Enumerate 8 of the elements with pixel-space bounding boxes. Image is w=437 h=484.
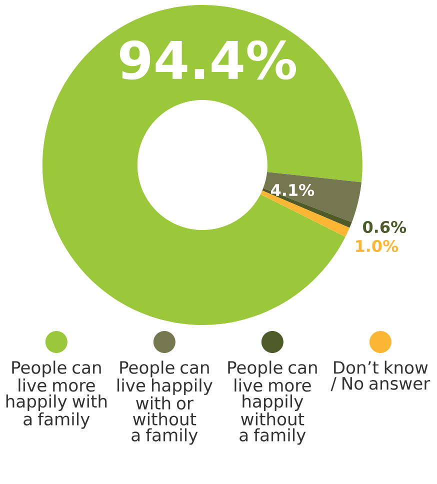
legend-label: Don’t know / No answer bbox=[330, 360, 430, 392]
data-label: 1.0% bbox=[356, 240, 398, 252]
data-label: 0.6% bbox=[363, 220, 406, 234]
legend-label: People can live more happily without a family bbox=[228, 360, 317, 445]
legend-label: People can live happily with or without a family bbox=[118, 360, 213, 445]
legend-label: People can live more happily with a family bbox=[6, 360, 107, 429]
data-label: 4.1% bbox=[271, 184, 314, 196]
data-label: 94.4% bbox=[120, 40, 296, 80]
